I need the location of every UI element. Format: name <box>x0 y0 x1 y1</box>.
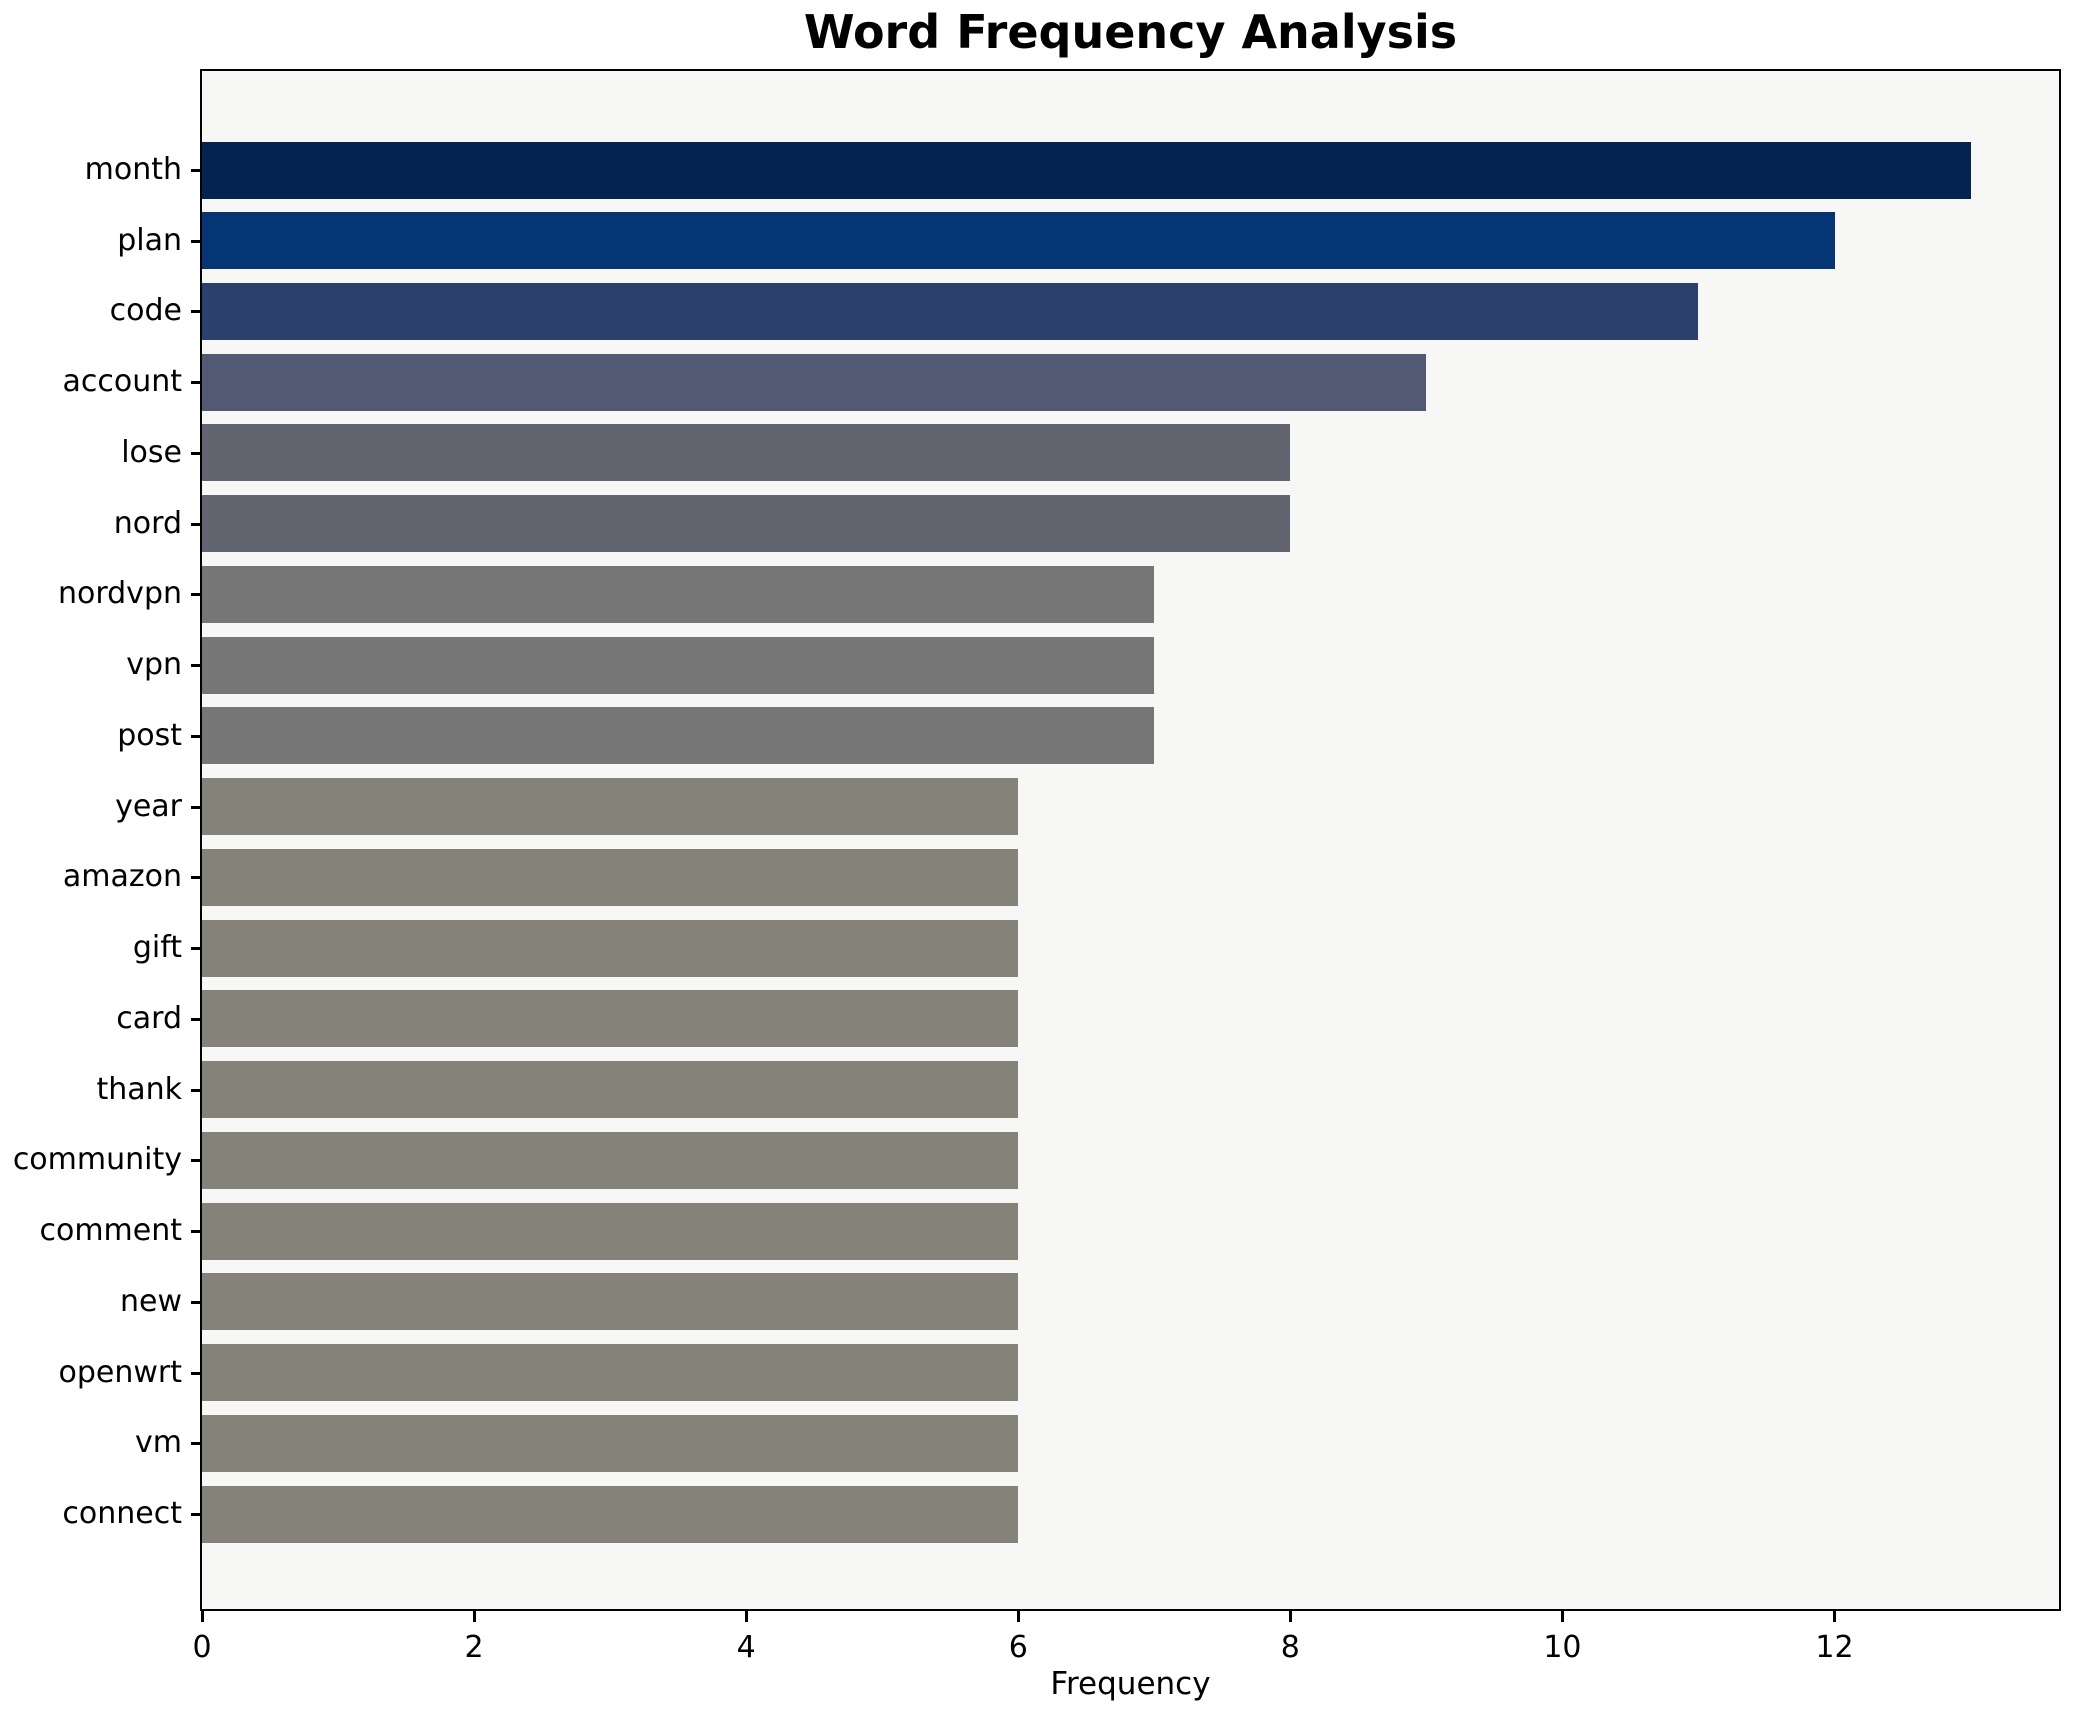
x-tick-label-12: 12 <box>1815 1630 1854 1665</box>
y-tick-mark <box>191 522 200 526</box>
y-tick-mark <box>191 381 200 385</box>
bar-card <box>202 990 1019 1048</box>
y-tick-label-vpn: vpn <box>126 647 182 683</box>
bar-comment <box>202 1202 1019 1260</box>
y-tick-label-new: new <box>119 1283 182 1319</box>
chart-title: Word Frequency Analysis <box>803 5 1458 59</box>
x-tick-label-8: 8 <box>1280 1630 1300 1665</box>
y-tick-label-year: year <box>115 788 182 824</box>
y-tick-label-card: card <box>116 1000 182 1036</box>
plot-area <box>200 69 2061 1611</box>
y-tick-label-month: month <box>84 152 182 187</box>
y-tick-label-amazon: amazon <box>62 859 182 895</box>
y-tick-mark <box>191 1159 200 1163</box>
bar-openwrt <box>202 1344 1019 1402</box>
y-tick-label-openwrt: openwrt <box>58 1354 182 1390</box>
y-tick-mark <box>191 169 200 172</box>
x-tick-label-6: 6 <box>1008 1630 1028 1665</box>
bar-nord <box>202 495 1291 553</box>
bar-code <box>202 282 1699 340</box>
bar-vm <box>202 1414 1019 1472</box>
x-axis-label: Frequency <box>1050 1666 1211 1702</box>
y-tick-mark <box>191 593 200 597</box>
bar-connect <box>202 1485 1019 1543</box>
y-tick-mark <box>191 1300 200 1304</box>
y-tick-label-account: account <box>62 364 182 400</box>
bar-account <box>202 353 1427 411</box>
y-tick-mark <box>191 310 200 314</box>
bar-gift <box>202 919 1019 977</box>
y-tick-label-thank: thank <box>96 1071 182 1107</box>
y-tick-mark <box>191 1017 200 1021</box>
x-tick-mark <box>744 1611 748 1622</box>
x-tick-mark <box>1833 1611 1837 1622</box>
x-tick-label-10: 10 <box>1543 1630 1582 1665</box>
y-tick-mark <box>191 1371 200 1375</box>
bar-year <box>202 778 1019 836</box>
y-tick-label-code: code <box>109 293 182 329</box>
y-tick-label-nord: nord <box>113 505 182 541</box>
bar-thank <box>202 1061 1019 1119</box>
x-tick-mark <box>1560 1611 1564 1622</box>
x-tick-mark <box>200 1611 204 1622</box>
y-tick-mark <box>191 1088 200 1092</box>
bar-plan <box>202 212 1835 270</box>
y-tick-mark <box>191 734 200 738</box>
bar-amazon <box>202 848 1019 906</box>
y-tick-mark <box>191 1513 200 1516</box>
y-tick-mark <box>191 1230 200 1234</box>
y-tick-mark <box>191 239 200 243</box>
y-tick-mark <box>191 1442 200 1446</box>
x-tick-label-4: 4 <box>736 1630 756 1665</box>
bar-community <box>202 1131 1019 1189</box>
y-tick-label-connect: connect <box>62 1496 182 1531</box>
x-tick-label-0: 0 <box>192 1630 212 1665</box>
x-tick-label-2: 2 <box>464 1630 484 1665</box>
bar-nordvpn <box>202 565 1155 623</box>
y-tick-mark <box>191 947 200 951</box>
y-tick-label-lose: lose <box>121 434 182 470</box>
y-tick-mark <box>191 664 200 668</box>
bar-vpn <box>202 636 1155 694</box>
y-tick-label-gift: gift <box>132 930 182 966</box>
bar-post <box>202 707 1155 765</box>
y-tick-label-community: community <box>12 1142 182 1178</box>
bar-lose <box>202 424 1291 482</box>
y-tick-label-nordvpn: nordvpn <box>57 576 182 612</box>
bar-new <box>202 1273 1019 1331</box>
x-tick-mark <box>1288 1611 1292 1622</box>
y-tick-mark <box>191 805 200 809</box>
y-tick-mark <box>191 876 200 880</box>
y-tick-label-comment: comment <box>39 1213 182 1249</box>
y-tick-label-plan: plan <box>117 222 182 258</box>
y-tick-label-vm: vm <box>135 1425 182 1461</box>
y-tick-label-post: post <box>117 717 182 753</box>
x-tick-mark <box>1016 1611 1020 1622</box>
bar-month <box>202 141 1971 199</box>
y-tick-mark <box>191 451 200 455</box>
x-tick-mark <box>472 1611 476 1622</box>
